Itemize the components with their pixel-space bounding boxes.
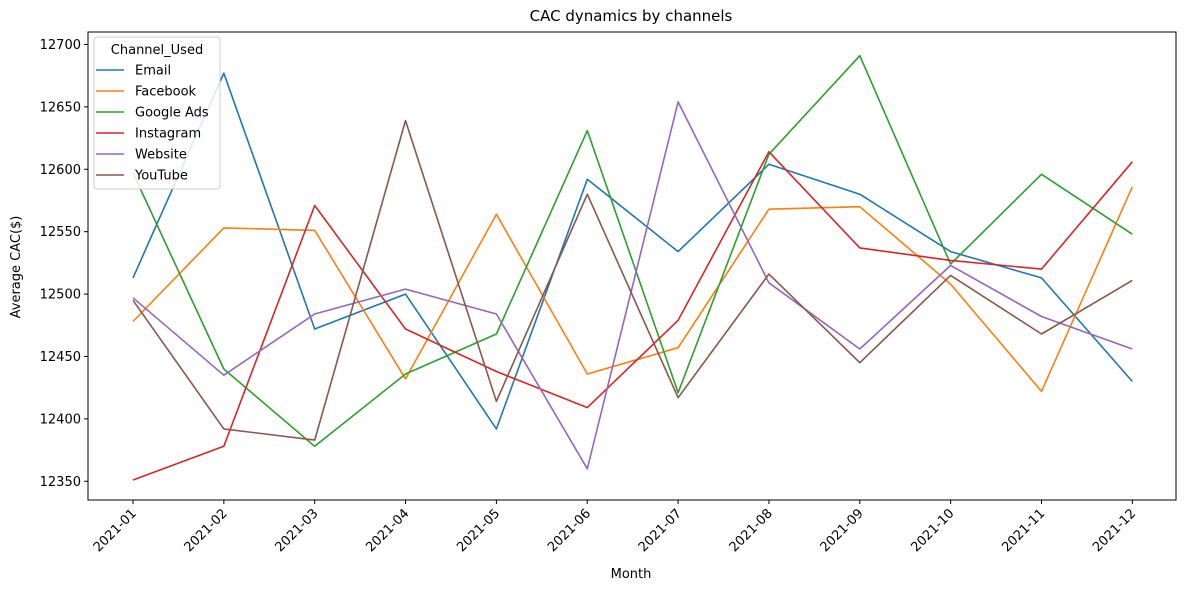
x-tick-label: 2021-05: [454, 506, 503, 555]
series-line-instagram: [132, 151, 1133, 481]
x-tick-label: 2021-01: [91, 506, 140, 555]
x-axis: 2021-01 2021-02 2021-03 2021-04 2021-05 2021-…: [91, 500, 1139, 555]
x-tick-label: 2021-02: [182, 506, 231, 555]
y-tick-label: 12650: [40, 100, 81, 115]
series-line-google-ads: [132, 54, 1133, 448]
x-tick-label: 2021-12: [1090, 506, 1139, 555]
legend-label-youtube: YouTube: [134, 169, 188, 184]
legend-label-facebook: Facebook: [135, 85, 197, 100]
y-axis-label: Average CAC($): [9, 216, 24, 319]
y-tick-label: 12350: [40, 475, 81, 490]
legend-label-email: Email: [135, 64, 171, 79]
series-line-email: [132, 72, 1133, 430]
y-axis: 12350 12400 12450 12500 12550 12600 12650 12700: [40, 38, 88, 490]
chart-title: CAC dynamics by channels: [530, 7, 733, 25]
legend: Channel_Used Email Facebook Google Ads Insta…: [93, 36, 221, 190]
series-line-youtube: [132, 119, 1133, 441]
plot-frame: [87, 31, 1177, 501]
x-tick-label: 2021-07: [636, 506, 685, 555]
y-tick-label: 12700: [40, 38, 81, 53]
legend-label-instagram: Instagram: [135, 127, 201, 142]
x-tick-label: 2021-03: [273, 506, 322, 555]
y-tick-label: 12400: [40, 412, 81, 427]
x-axis-label: Month: [611, 567, 652, 582]
x-tick-label: 2021-10: [908, 506, 957, 555]
series-line-website: [132, 101, 1133, 470]
plot-area: [87, 31, 1177, 501]
legend-title: Channel_Used: [111, 43, 203, 58]
series-layer: [132, 54, 1134, 481]
y-tick-label: 12450: [40, 350, 81, 365]
legend-label-website: Website: [135, 148, 187, 163]
x-tick-label: 2021-09: [818, 506, 867, 555]
x-tick-label: 2021-08: [727, 506, 776, 555]
x-tick-label: 2021-06: [545, 506, 594, 555]
legend-label-google-ads: Google Ads: [135, 106, 209, 121]
y-tick-label: 12500: [40, 288, 81, 303]
series-line-facebook: [132, 186, 1134, 393]
y-tick-label: 12600: [40, 163, 81, 178]
legend-box: [93, 36, 221, 190]
x-tick-label: 2021-04: [363, 506, 412, 555]
x-tick-label: 2021-11: [999, 506, 1048, 555]
y-tick-label: 12550: [40, 225, 81, 240]
